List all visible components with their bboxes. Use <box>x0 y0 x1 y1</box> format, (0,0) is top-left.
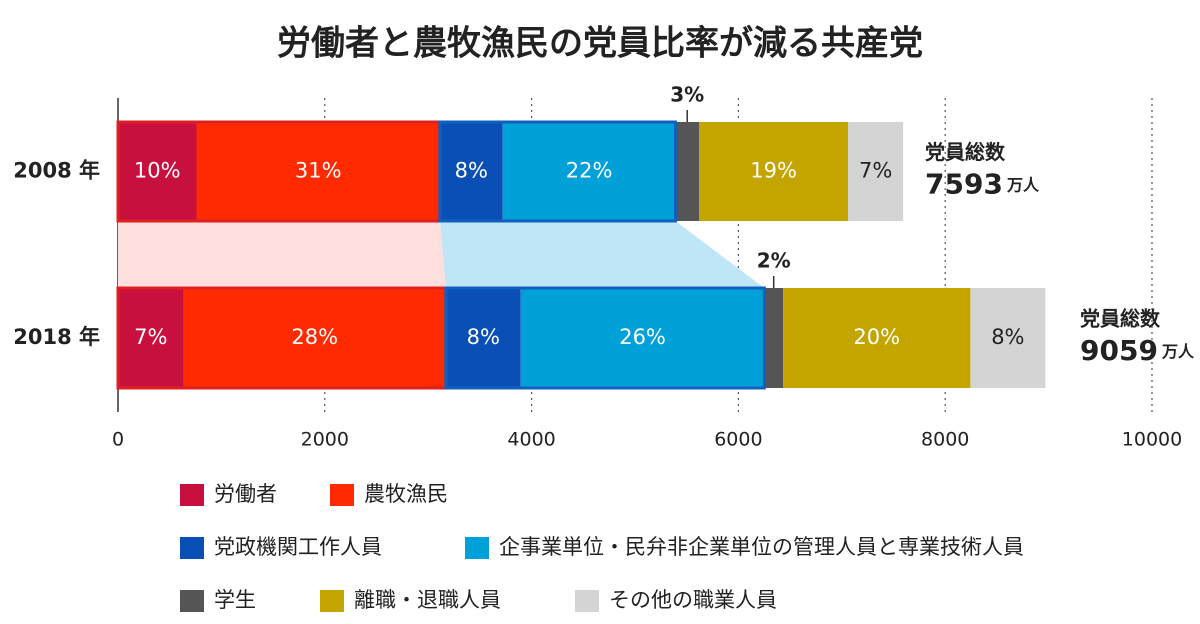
data-label: 19% <box>750 159 797 183</box>
bar <box>118 288 184 388</box>
total-unit: 万人 <box>1161 342 1195 361</box>
legend-swatch <box>575 590 599 612</box>
connector <box>439 221 765 288</box>
legend-swatch <box>180 484 204 506</box>
total-label: 党員総数 <box>925 140 1006 164</box>
bar <box>118 122 197 221</box>
y-tick-label: 2008 年 <box>13 159 100 183</box>
legend-label: その他の職業人員 <box>609 588 777 612</box>
bar <box>445 288 521 388</box>
total-value: 9059 万人 <box>1080 334 1195 367</box>
data-label: 8% <box>467 325 500 349</box>
x-tick-label: 4000 <box>507 429 555 451</box>
x-tick-label: 6000 <box>714 429 762 451</box>
x-tick-label: 8000 <box>921 429 969 451</box>
bar <box>848 122 904 221</box>
legend-swatch <box>180 590 204 612</box>
bar <box>520 288 765 388</box>
y-tick-label: 2018 年 <box>13 325 100 349</box>
data-label: 3% <box>670 83 704 107</box>
bar <box>783 288 971 388</box>
data-label: 26% <box>619 325 666 349</box>
data-label: 7% <box>134 325 167 349</box>
bar <box>196 122 440 221</box>
x-tick-label: 0 <box>112 429 124 451</box>
legend-label: 学生 <box>214 588 256 612</box>
legend-label: 離職・退職人員 <box>354 588 501 612</box>
data-label: 8% <box>455 159 488 183</box>
total-unit: 万人 <box>1006 175 1040 194</box>
bar <box>502 122 676 221</box>
bar <box>439 122 503 221</box>
total-number: 7593 <box>925 168 1003 201</box>
x-tick-label: 2000 <box>301 429 349 451</box>
data-label: 31% <box>295 159 342 183</box>
legend-label: 労働者 <box>214 482 277 506</box>
legend-label: 党政機関工作人員 <box>214 535 382 559</box>
data-label: 28% <box>291 325 338 349</box>
legend-swatch <box>180 537 204 559</box>
bar <box>183 288 446 388</box>
data-label: 7% <box>859 159 892 183</box>
data-label: 20% <box>853 325 900 349</box>
legend-swatch <box>465 537 489 559</box>
data-label: 10% <box>134 159 181 183</box>
data-label: 22% <box>566 159 613 183</box>
data-label: 2% <box>757 249 791 273</box>
data-label: 8% <box>991 325 1024 349</box>
total-number: 9059 <box>1080 334 1158 367</box>
connector <box>118 221 446 288</box>
legend-label: 農牧漁民 <box>364 482 448 506</box>
group-outline <box>444 286 766 390</box>
chart-title: 労働者と農牧漁民の党員比率が減る共産党 <box>277 24 923 64</box>
legend-swatch <box>320 590 344 612</box>
bar <box>698 122 849 221</box>
legend-label: 企事業単位・民弁非企業単位の管理人員と専業技術人員 <box>499 535 1024 559</box>
legend-swatch <box>330 484 354 506</box>
total-value: 7593 万人 <box>925 168 1040 201</box>
x-tick-label: 10000 <box>1122 429 1182 451</box>
bar <box>970 288 1046 388</box>
bar <box>764 288 784 388</box>
total-label: 党員総数 <box>1080 307 1161 331</box>
group-outline <box>438 120 677 223</box>
bar <box>675 122 699 221</box>
